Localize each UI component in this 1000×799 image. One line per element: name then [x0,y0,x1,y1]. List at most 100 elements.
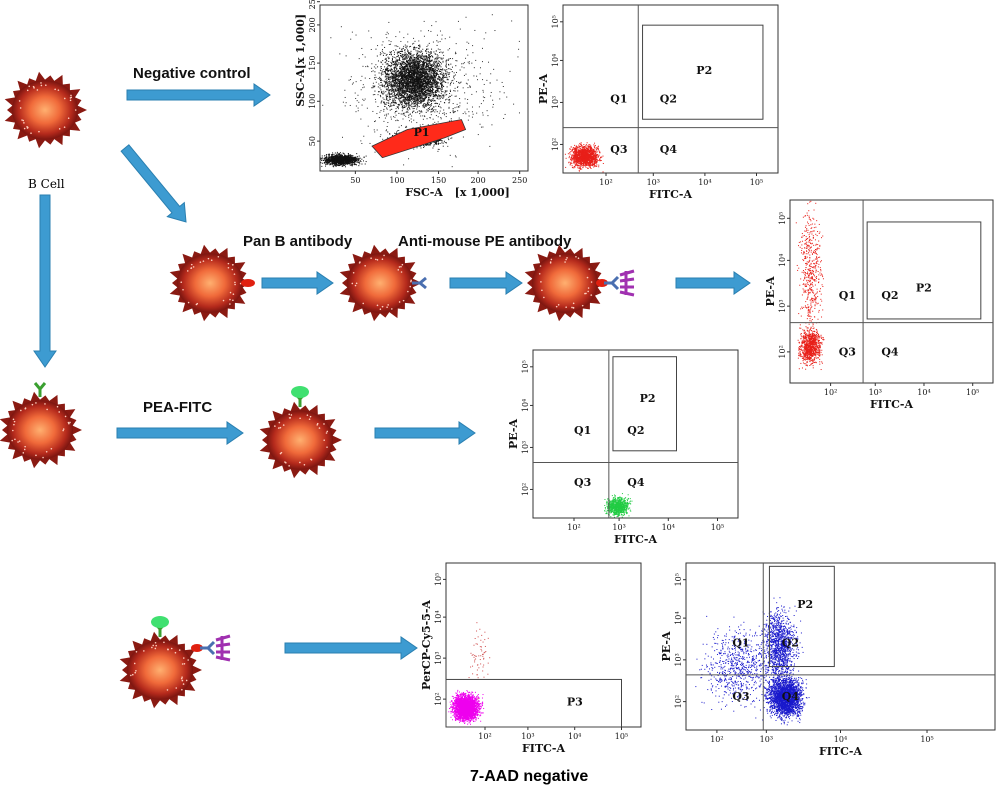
data-point [395,96,397,98]
data-point [435,109,437,111]
data-point [429,80,431,82]
data-point [433,51,435,53]
data-point [378,72,380,74]
data-point [333,153,335,155]
data-point [430,82,432,84]
data-point [410,62,412,64]
data-point [337,158,339,160]
data-point [425,111,427,113]
data-point [423,55,425,57]
data-point [451,66,453,68]
data-point [431,78,433,80]
data-point [442,73,444,75]
data-point [448,64,450,66]
data-point [409,81,411,83]
data-point [447,79,449,81]
data-point [337,162,339,164]
data-point [410,71,412,73]
cell-dot [11,439,14,442]
data-point [400,113,402,115]
data-point [392,64,394,66]
data-point [413,99,415,101]
data-point [397,60,399,62]
data-point [396,81,398,83]
data-point [407,60,409,62]
cell-dot [358,262,361,264]
data-point [425,84,427,86]
data-point [434,76,436,78]
data-point [438,74,440,76]
data-point [441,78,443,80]
data-point [419,51,421,53]
cell-dot [381,258,384,260]
data-point [423,64,425,66]
data-point [381,100,383,102]
data-point [417,79,419,81]
data-point [434,59,436,61]
data-point [446,77,448,79]
data-point [433,63,435,65]
data-point [398,104,400,106]
data-point [419,61,421,63]
data-point [403,92,405,94]
data-point [398,55,400,57]
data-point [441,69,443,71]
data-point [406,79,408,81]
data-point [416,71,418,73]
data-point [374,90,376,92]
data-point [401,75,403,77]
data-point [416,103,418,105]
data-point [443,112,445,114]
cell-dot [174,651,177,654]
data-point [401,106,403,108]
data-point [395,49,397,51]
cell-dot [538,272,541,275]
data-point [422,70,424,72]
data-point [439,49,441,51]
data-point [407,67,409,69]
data-point [391,73,393,75]
data-point [435,65,437,67]
data-point [435,62,437,64]
data-point [410,80,412,82]
data-point [409,52,411,54]
data-point [408,102,410,104]
data-point [357,159,359,161]
data-point [412,82,414,84]
data-point [383,120,385,122]
data-point [341,155,343,157]
data-point [401,72,403,74]
data-point [426,88,428,90]
data-point [338,161,340,163]
data-point [375,48,377,50]
data-point [416,98,418,100]
data-point [445,74,447,76]
data-point [436,96,438,98]
data-point [407,51,409,53]
data-point [423,67,425,69]
cell-dot [70,94,72,97]
data-point [402,60,404,62]
data-point [411,76,413,78]
data-point [338,163,340,165]
data-point [388,89,390,91]
data-point [428,92,430,94]
data-point [333,158,335,160]
data-point [427,76,429,78]
data-point [449,90,451,92]
data-point [433,81,435,83]
data-point [436,44,438,46]
data-point [431,92,433,94]
data-point [399,93,401,95]
data-point [437,78,439,80]
data-point [342,156,344,158]
data-point [356,156,358,158]
data-point [435,72,437,74]
data-point [357,161,359,163]
data-point [420,74,422,76]
data-point [439,68,441,70]
data-point [414,103,416,105]
data-point [417,60,419,62]
data-point [408,79,410,81]
data-point [412,64,414,66]
